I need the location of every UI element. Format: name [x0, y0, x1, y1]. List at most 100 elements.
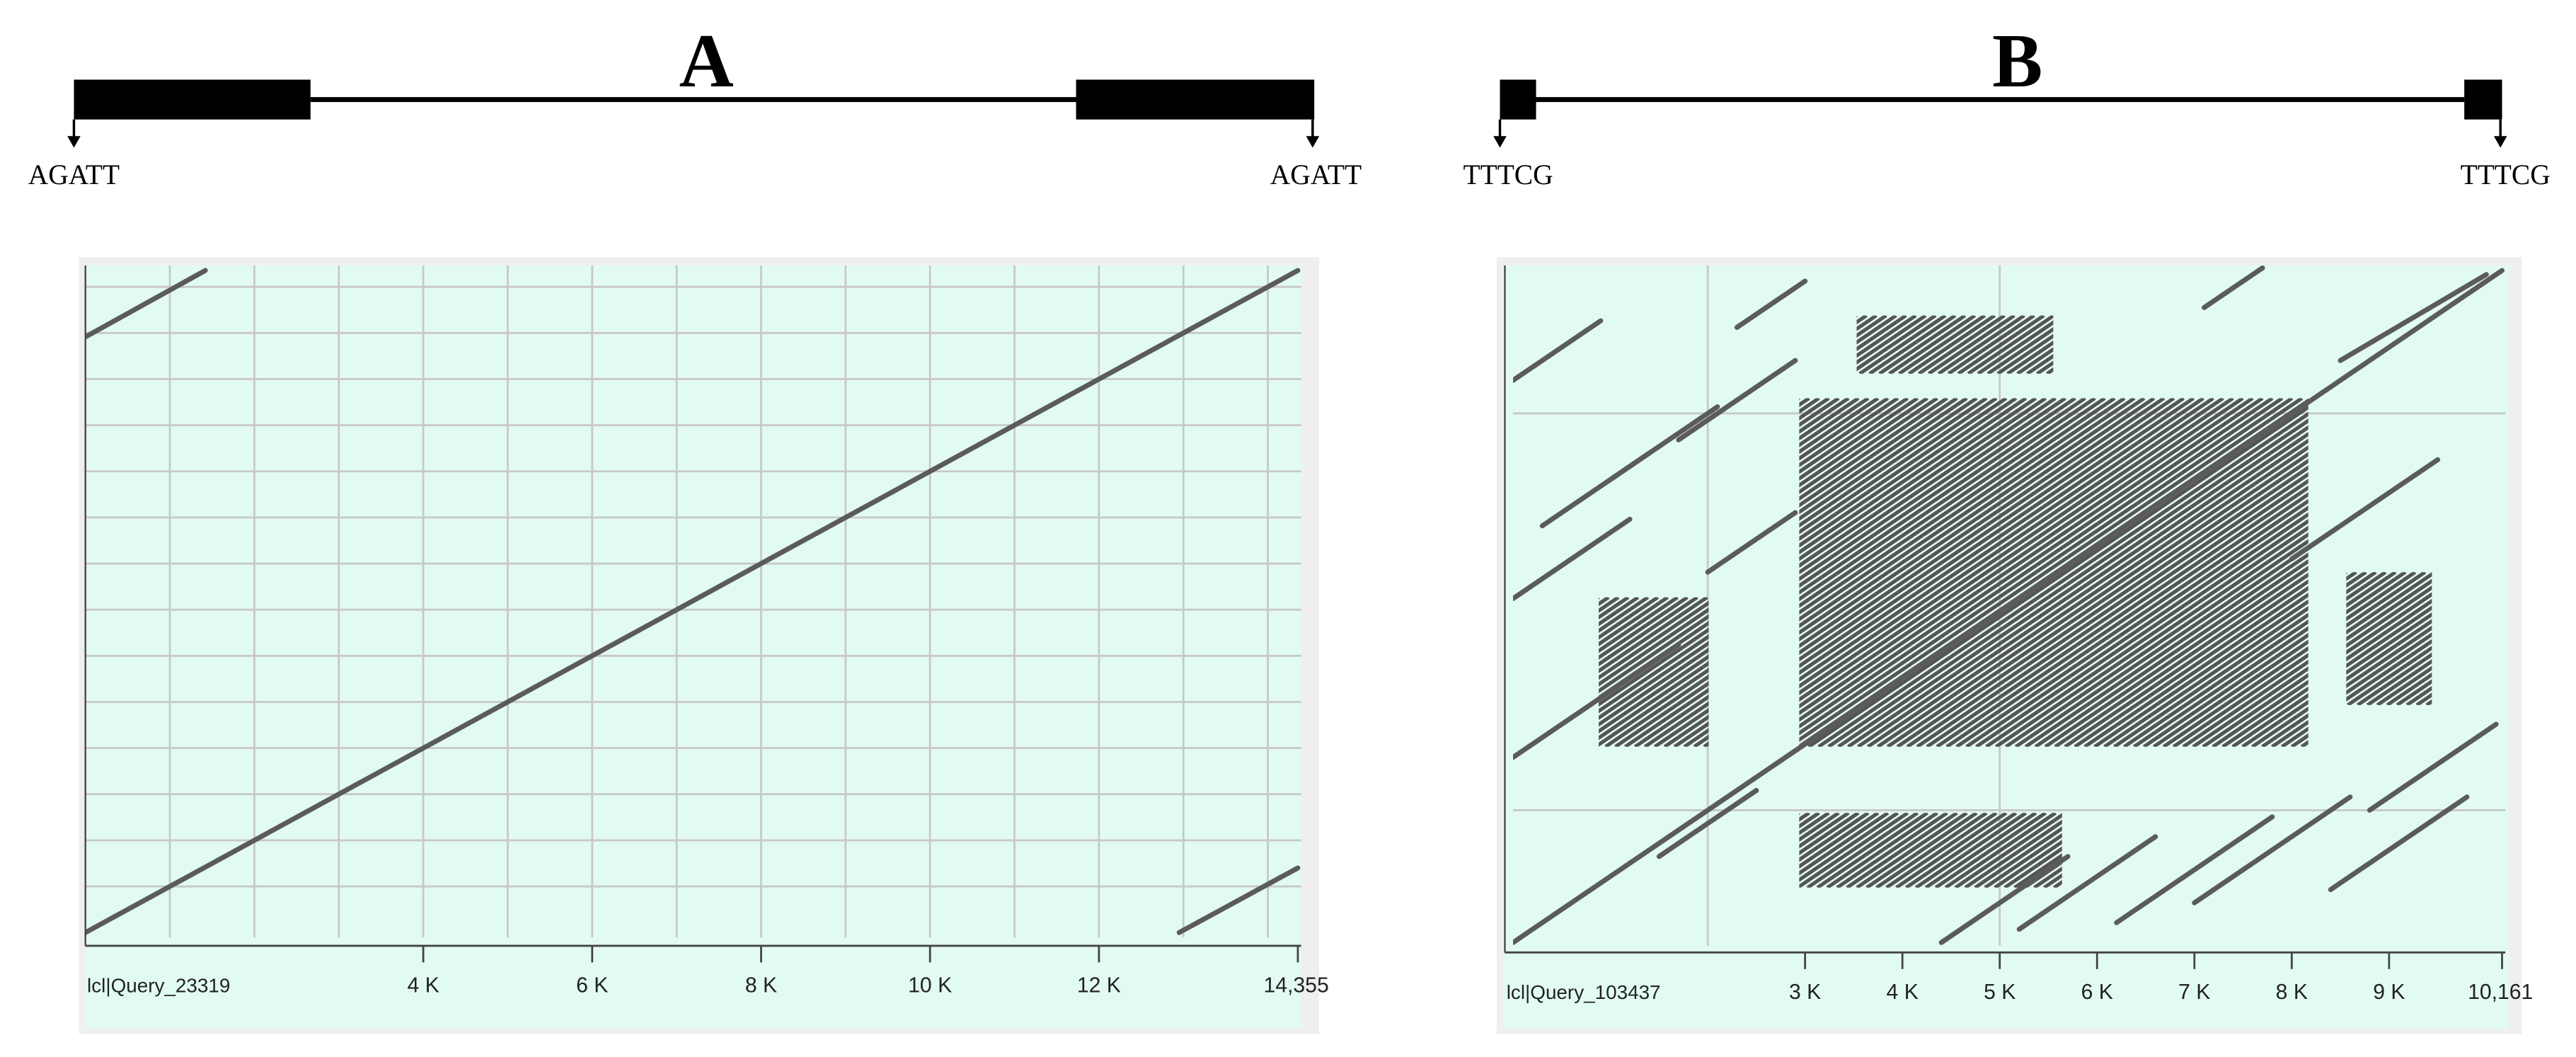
block-hatch [1916, 479, 2308, 747]
block-hatch [1816, 813, 1928, 888]
panel-title: A [679, 18, 734, 103]
x-tick-label: 14,355 [1263, 973, 1328, 997]
block-hatch [1624, 687, 1709, 747]
block-hatch [1599, 600, 1709, 680]
block-hatch [1847, 432, 2308, 747]
block-hatch [1799, 398, 2204, 675]
plots: 4 K 6 K 8 K 10 K 12 K 14,355 lcl|Query_23319 3 … [84, 265, 2533, 1004]
block-hatch [1799, 398, 2224, 689]
block-hatch [2142, 632, 2308, 747]
block-hatch [1799, 813, 1880, 869]
block-hatch [2016, 347, 2054, 374]
block-hatch [2024, 552, 2308, 747]
gene-diagram-a: A AGATT AGATT [28, 18, 1362, 190]
block-hatch [1799, 398, 2136, 629]
alignment-segment [2114, 814, 2275, 925]
block-hatch [1856, 813, 1968, 888]
block-hatch [1799, 398, 1919, 481]
block-hatch [1807, 405, 2308, 747]
block-hatch [1947, 315, 2035, 374]
block-hatch [1944, 813, 2057, 888]
block-hatch [1653, 707, 1709, 747]
alignment-segment [1705, 510, 1798, 575]
block-hatch [1924, 813, 2037, 888]
block-hatch [1799, 398, 1899, 468]
block-hatch [1604, 674, 1709, 747]
block-hatch [1927, 315, 2016, 374]
alignment-segment [2367, 721, 2499, 813]
block-hatch [1599, 647, 1709, 727]
block-hatch [2036, 360, 2054, 374]
block-hatch [2083, 593, 2308, 747]
x-tick-label: 10 K [908, 973, 952, 997]
block-hatch [2346, 572, 2397, 608]
block-hatch [1856, 315, 1897, 345]
ltr-box [1500, 79, 1536, 120]
block-hatch [1799, 813, 1870, 862]
x-tick-label: 3 K [1789, 981, 1821, 1004]
x-axis-label: lcl|Query_103437 [1507, 981, 1661, 1003]
block-hatch [1955, 505, 2308, 747]
ltr-box [74, 79, 311, 120]
block-hatch [1895, 813, 2008, 888]
alignment-segment [1176, 865, 1301, 935]
block-hatch [1599, 597, 1689, 660]
block-hatch [1799, 398, 2264, 716]
block-hatch [2346, 572, 2417, 622]
block-hatch [1799, 398, 2254, 709]
block-hatch [1965, 512, 2308, 747]
repeat-block [2346, 572, 2432, 705]
block-hatch [2152, 639, 2308, 747]
alignment-segment [85, 268, 1301, 935]
block-hatch [1836, 813, 1948, 888]
block-hatch [1799, 398, 1928, 488]
alignment-segment [1608, 404, 1720, 482]
block-hatch [1886, 458, 2308, 747]
block-hatch [1799, 398, 2086, 595]
arrow-head [2493, 136, 2507, 148]
block-hatch [1954, 813, 2062, 888]
block-hatch [1799, 398, 1988, 528]
block-hatch [2346, 598, 2432, 662]
block-hatch [2212, 680, 2308, 747]
block-hatch [1898, 315, 1986, 374]
block-hatch [2346, 572, 2407, 615]
block-hatch [1599, 634, 1709, 714]
alignment-segment [1773, 715, 1847, 767]
x-tick-label: 5 K [1984, 981, 2016, 1004]
block-hatch [2123, 619, 2308, 747]
block-hatch [1799, 813, 1850, 849]
flank-label: TTTCG [1464, 159, 1553, 190]
x-tick-label: 12 K [1077, 973, 1121, 997]
x-tick-label: 4 K [407, 973, 439, 997]
gene-diagram-b: B TTTCG TTTCG [1464, 18, 2551, 190]
ltr-box [1076, 79, 1315, 120]
block-hatch [1837, 425, 2308, 747]
block-hatch [1799, 398, 2234, 695]
block-hatch [1799, 398, 2028, 555]
x-tick-label: 7 K [2178, 981, 2210, 1004]
block-hatch [1937, 315, 2025, 374]
block-hatch [1967, 315, 2054, 374]
block-hatch [1957, 315, 2045, 374]
block-hatch [2014, 545, 2308, 747]
arrow-head [67, 136, 81, 148]
alignment-segment [1513, 318, 1604, 383]
block-hatch [1876, 452, 2308, 747]
alignment-segment [1938, 854, 2071, 945]
block-hatch [1599, 597, 1669, 646]
block-hatch [1799, 813, 1909, 888]
block-hatch [1599, 597, 1679, 653]
block-hatch [2346, 619, 2432, 682]
x-tick-label: 4 K [1887, 981, 1919, 1004]
block-hatch [1599, 614, 1709, 694]
block-hatch [2093, 599, 2308, 747]
block-hatch [1799, 398, 2156, 642]
block-hatch [1799, 398, 2057, 575]
block-hatch [1856, 315, 1887, 338]
block-hatch [1799, 813, 1860, 856]
block-hatch [1986, 326, 2054, 374]
block-hatch [1599, 597, 1650, 634]
x-tick-label: 6 K [576, 973, 608, 997]
block-hatch [2346, 585, 2432, 649]
